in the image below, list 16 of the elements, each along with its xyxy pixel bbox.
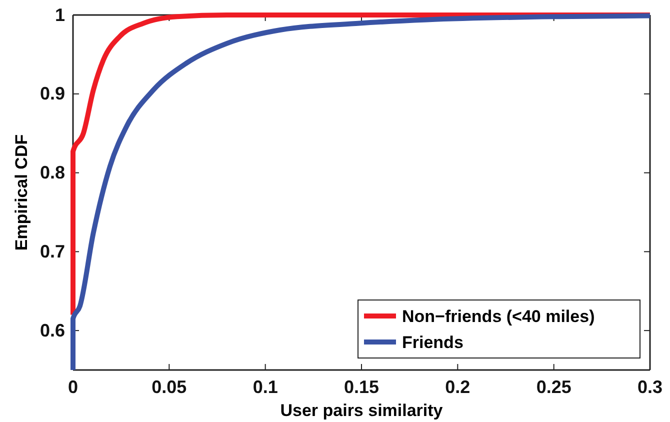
x-tick-label: 0.05 (152, 376, 187, 397)
y-tick-label: 0.8 (40, 162, 65, 183)
x-tick-label: 0.1 (252, 376, 278, 397)
x-tick-label: 0.3 (637, 376, 663, 397)
x-tick-label: 0 (68, 376, 78, 397)
y-axis-title: Empirical CDF (12, 134, 31, 251)
legend-label: Friends (402, 333, 464, 352)
y-tick-label: 1 (54, 4, 65, 25)
y-tick-label: 0.9 (40, 84, 65, 104)
x-tick-label: 0.25 (536, 376, 572, 397)
y-tick-label: 0.7 (40, 241, 65, 262)
x-tick-label: 0.2 (445, 376, 470, 397)
y-tick-label: 0.6 (40, 320, 65, 340)
legend-label: Non−friends (<40 miles) (402, 307, 595, 326)
x-axis-title: User pairs similarity (280, 401, 444, 420)
x-tick-label: 0.15 (344, 376, 380, 397)
